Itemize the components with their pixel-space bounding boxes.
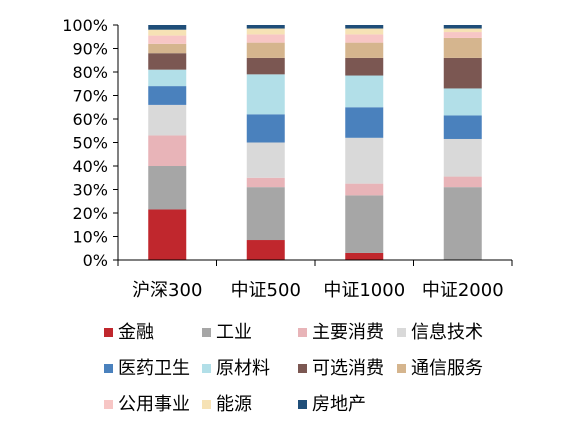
x-tick-label: 中证500 [231, 280, 301, 301]
bar-segment [148, 104, 187, 136]
legend-label: 能源 [216, 394, 252, 415]
bar-segment [148, 35, 187, 44]
bar-segment [148, 25, 187, 30]
bar-segment [148, 69, 187, 87]
legend-swatch [202, 364, 211, 373]
x-tick-label: 沪深300 [132, 280, 202, 301]
y-tick-label: 80% [72, 63, 108, 82]
legend-swatch [298, 328, 307, 337]
legend-label: 公用事业 [118, 394, 190, 415]
bar-segment [148, 29, 187, 36]
bar-segment [345, 195, 384, 253]
bar-segment [443, 25, 482, 29]
legend-swatch [397, 364, 406, 373]
bar-segment [148, 43, 187, 54]
legend-label: 原材料 [216, 358, 270, 379]
y-tick-label: 30% [72, 181, 108, 200]
y-tick-label: 60% [72, 110, 108, 129]
legend-label: 主要消费 [312, 322, 384, 343]
y-tick-label: 50% [72, 134, 108, 153]
bar-segment [246, 57, 285, 75]
bar-segment [443, 88, 482, 116]
legend-swatch [104, 328, 113, 337]
legend-label: 通信服务 [411, 358, 483, 379]
bar-segment [148, 135, 187, 166]
y-tick-label: 20% [72, 204, 108, 223]
axes-layer [113, 24, 513, 266]
legend-swatch [298, 364, 307, 373]
legend-swatch [202, 328, 211, 337]
bar-segment [443, 187, 482, 260]
bar-segment [246, 25, 285, 29]
legend-label: 工业 [216, 322, 252, 343]
legend-label: 金融 [118, 322, 154, 343]
bar-segment [443, 57, 482, 89]
bar-segment [246, 114, 285, 143]
y-tick-label: 10% [72, 228, 108, 247]
bar-segment [345, 252, 384, 260]
legend-swatch [397, 328, 406, 337]
bar-segment [443, 115, 482, 139]
bar-segment [246, 177, 285, 188]
bar-segment [443, 32, 482, 38]
bar-segment [246, 42, 285, 58]
y-tick-label: 100% [62, 16, 108, 35]
bar-segment [246, 142, 285, 178]
bar-segment [246, 74, 285, 115]
legend-swatch [202, 400, 211, 409]
bar-segment [345, 75, 384, 108]
bar-segment [443, 28, 482, 33]
bar-segment [443, 37, 482, 58]
bar-segment [443, 176, 482, 188]
bar-segment [345, 25, 384, 29]
y-tick-label: 90% [72, 40, 108, 59]
x-tick-label: 中证2000 [422, 280, 504, 301]
y-tick-label: 0% [83, 251, 108, 270]
y-tick-label: 40% [72, 157, 108, 176]
bar-segment [345, 42, 384, 58]
labels-layer: 沪深300 中证500 中证1000 中证2000 0% 10% 20% 30% 40% 50% 6… [62, 16, 503, 301]
legend-swatch [104, 400, 113, 409]
bar-segment [345, 34, 384, 43]
bar-segment [148, 53, 187, 70]
bar-segment [443, 138, 482, 177]
bar-segment [246, 187, 285, 241]
bars-layer [148, 25, 482, 260]
legend-swatch [104, 364, 113, 373]
y-tick-label: 70% [72, 87, 108, 106]
bar-segment [148, 166, 187, 210]
legend-swatch [298, 400, 307, 409]
bar-segment [345, 28, 384, 35]
bar-segment [148, 86, 187, 105]
bar-segment [246, 240, 285, 260]
bar-segment [246, 34, 285, 43]
legend-label: 信息技术 [411, 322, 483, 343]
bar-segment [345, 57, 384, 76]
bar-segment [345, 183, 384, 196]
bar-segment [246, 28, 285, 35]
legend-label: 房地产 [312, 394, 366, 415]
bar-segment [345, 107, 384, 138]
legend-label: 医药卫生 [118, 358, 190, 379]
x-tick-label: 中证1000 [323, 280, 405, 301]
legend-label: 可选消费 [312, 358, 384, 379]
bar-segment [148, 209, 187, 260]
bar-segment [345, 137, 384, 184]
